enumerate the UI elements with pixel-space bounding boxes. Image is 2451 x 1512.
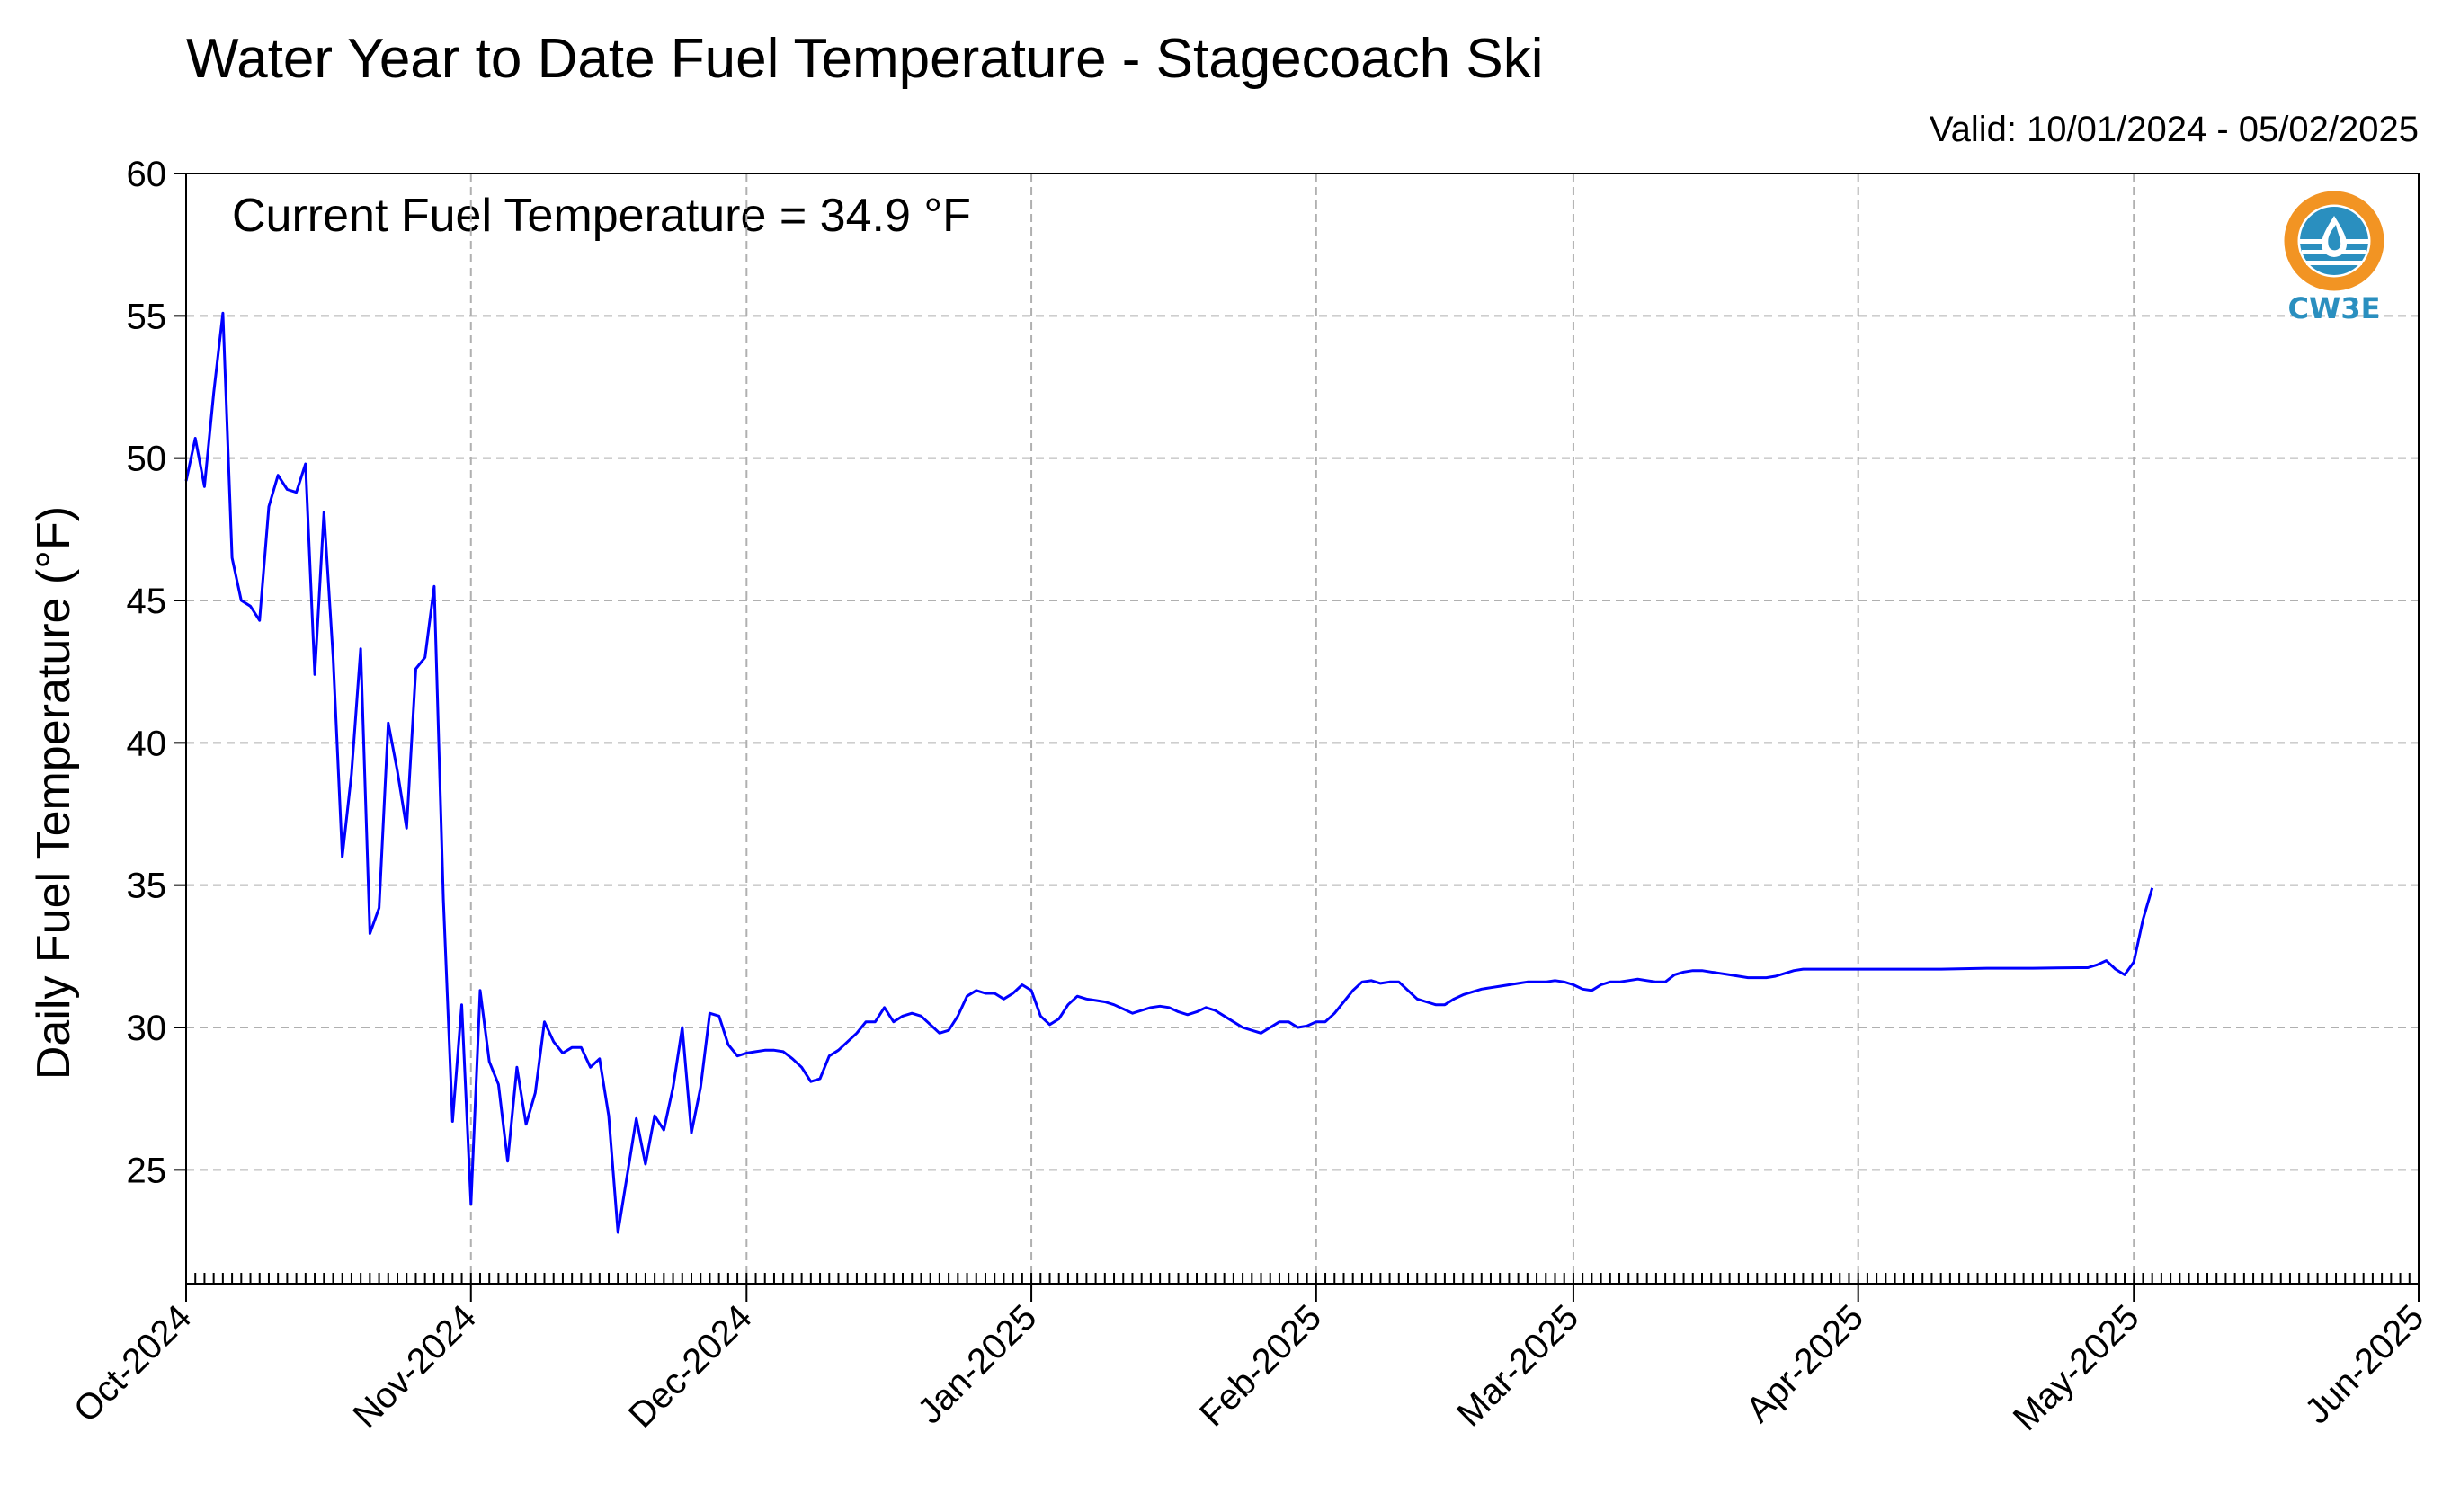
y-tick-label: 25	[127, 1151, 167, 1190]
x-tick-label: May-2025	[2006, 1297, 2147, 1438]
y-tick-label: 35	[127, 867, 167, 906]
chart-subtitle: Valid: 10/01/2024 - 05/02/2025	[1929, 110, 2419, 149]
logo-orange-ring-icon	[2284, 191, 2384, 291]
x-tick-label: Jun-2025	[2297, 1297, 2431, 1431]
logo-wave-3-icon	[2306, 261, 2362, 265]
y-tick-label: 40	[127, 724, 167, 763]
plot-frame	[185, 173, 2420, 1285]
fuel-temperature-line	[184, 311, 2154, 1234]
x-tick-label: Nov-2024	[345, 1297, 484, 1436]
grid-lines	[186, 173, 2419, 1284]
x-minor-ticks	[185, 1273, 2420, 1284]
logo-text: CW3E	[2288, 291, 2381, 325]
x-tick-label: Feb-2025	[1192, 1297, 1329, 1434]
chart-title: Water Year to Date Fuel Temperature - St…	[186, 28, 1544, 90]
y-tick-label: 30	[127, 1009, 167, 1048]
cw3e-logo: CW3E	[2284, 191, 2384, 325]
current-value-annotation: Current Fuel Temperature = 34.9 °F	[232, 190, 971, 242]
y-tick-label: 60	[127, 155, 167, 194]
x-tick-label: Oct-2024	[67, 1297, 199, 1429]
x-tick-label: Dec-2024	[621, 1297, 760, 1436]
y-tick-label: 50	[127, 440, 167, 479]
x-tick-label: Apr-2025	[1739, 1297, 1871, 1429]
x-tick-label: Mar-2025	[1449, 1297, 1586, 1434]
y-tick-label: 55	[127, 297, 167, 336]
y-axis: 25 30 35 40 45 50 55 60	[127, 155, 186, 1190]
logo-flame-icon	[2328, 225, 2341, 251]
x-axis: Oct-2024 Nov-2024 Dec-2024 Jan-2025 Feb-2025…	[67, 1284, 2431, 1438]
series-layer	[184, 311, 2154, 1234]
x-tick-label: Jan-2025	[910, 1297, 1044, 1431]
y-tick-label: 45	[127, 582, 167, 621]
